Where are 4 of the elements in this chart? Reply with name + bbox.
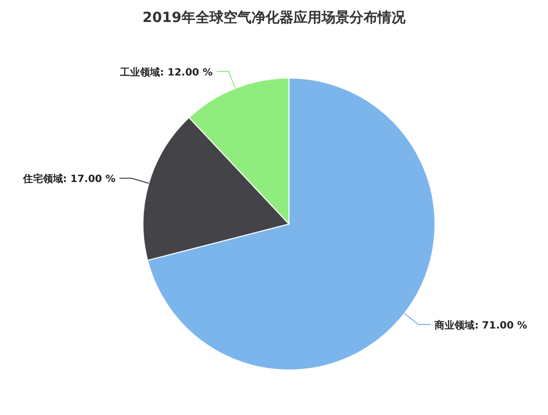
slice-label: 住宅领域: 17.00 % xyxy=(22,173,116,186)
slice-label: 工业领域: 12.00 % xyxy=(119,66,213,79)
slice-label: 商业领域: 71.00 % xyxy=(434,320,528,332)
chart-title: 2019年全球空气净化器应用场景分布情况 xyxy=(142,9,406,26)
